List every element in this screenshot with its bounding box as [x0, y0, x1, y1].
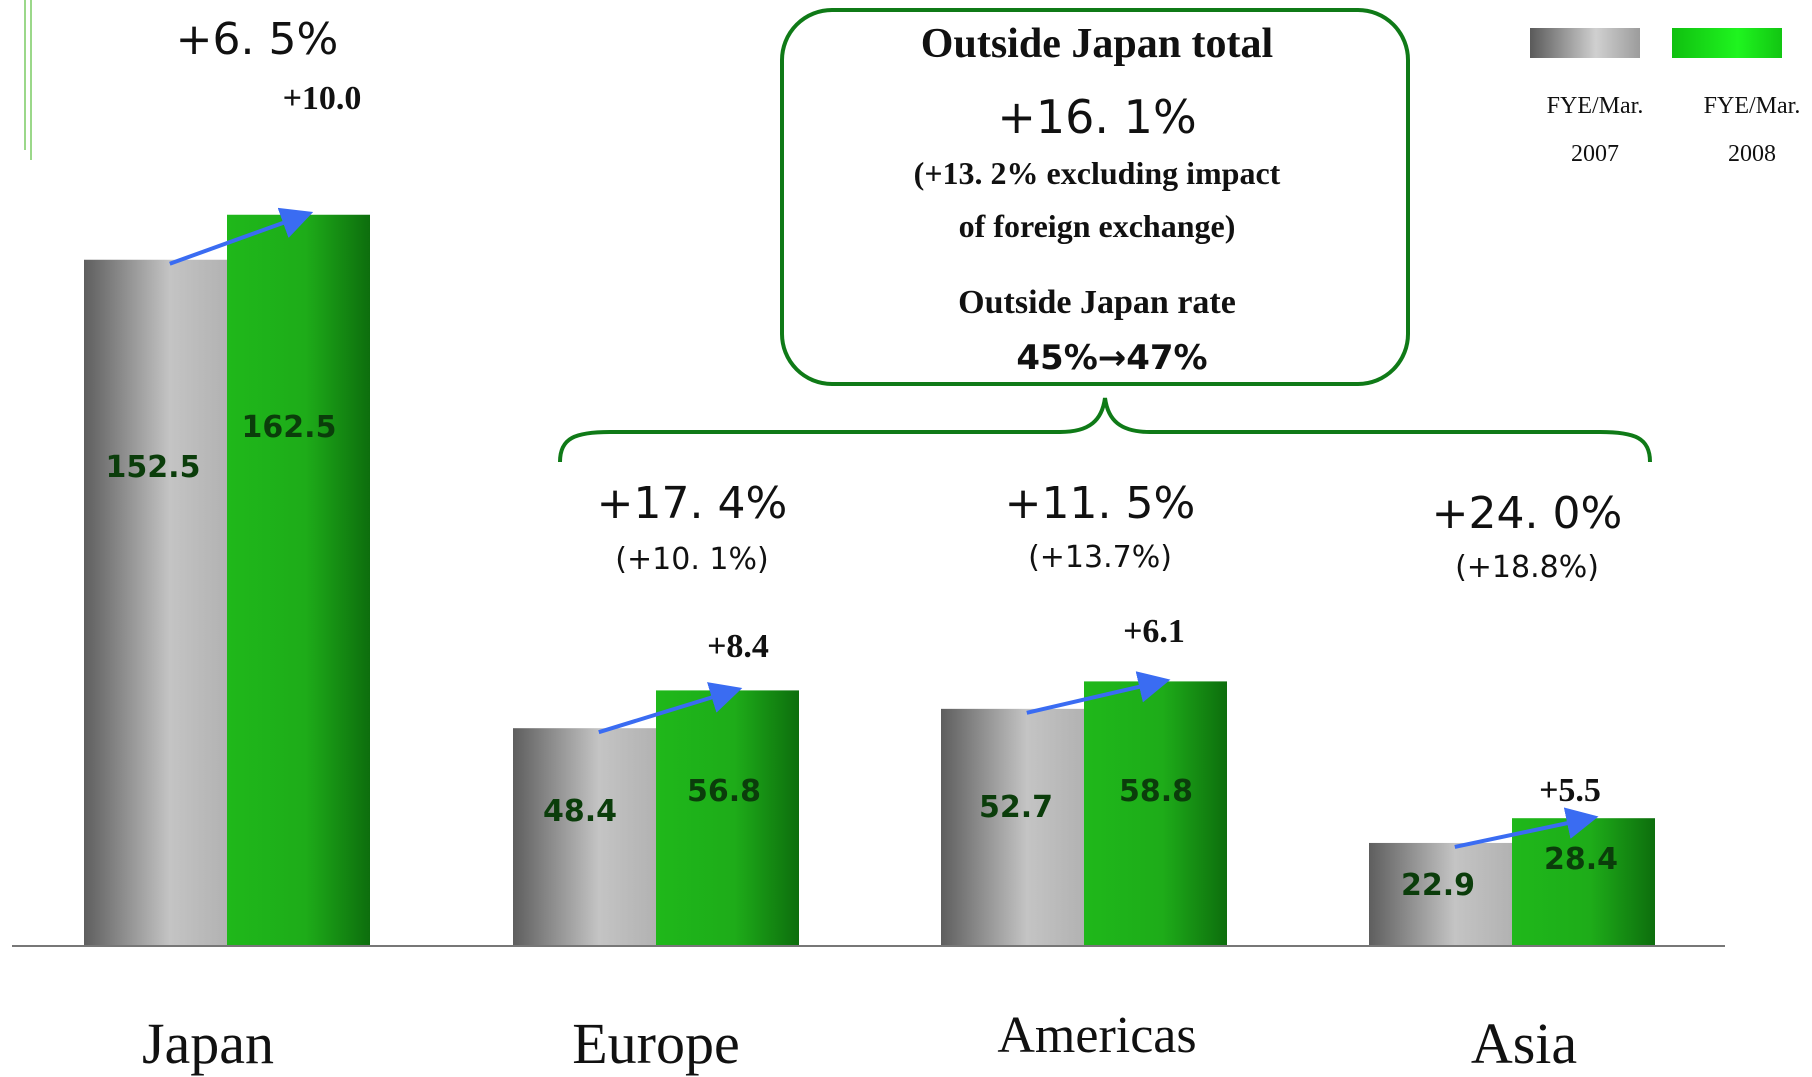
legend-label-2008-line2: 2008: [1728, 141, 1776, 167]
growth-excl-fx-americas: (+13.7%): [1028, 540, 1172, 575]
growth-rate-japan: +6. 5%: [175, 14, 339, 65]
category-label-asia: Asia: [1470, 1011, 1578, 1076]
legend-swatch-2008: [1672, 28, 1782, 58]
value-label-japan-2008: 162.5: [241, 410, 337, 445]
legend-label-2007-line1: FYE/Mar.: [1546, 93, 1644, 119]
decorative-accent-line: [24, 0, 26, 150]
increase-arrow-americas: [1026, 671, 1171, 715]
decorative-accent-line: [30, 0, 32, 160]
growth-rate-americas: +11. 5%: [1004, 478, 1196, 529]
bar-asia-2007: [1369, 842, 1512, 946]
callout-title: Outside Japan total: [920, 21, 1274, 67]
growth-excl-fx-asia: (+18.8%): [1455, 550, 1599, 585]
increase-arrow-europe: [598, 682, 743, 735]
bar-japan-2007: [84, 259, 227, 946]
increase-arrow-asia: [1454, 807, 1599, 849]
increase-arrow-japan: [169, 207, 314, 266]
difference-label-asia: +5.5: [1539, 772, 1601, 809]
callout-excl-line1: (+13. 2% excluding impact: [913, 155, 1281, 191]
bar-europe-2008: [656, 690, 799, 946]
growth-excl-fx-europe: (+10. 1%): [615, 542, 769, 577]
callout-rate-label: Outside Japan rate: [958, 284, 1236, 321]
outside-japan-callout: [780, 8, 1410, 386]
bar-americas-2008: [1084, 681, 1227, 946]
bar-japan-2008: [227, 214, 370, 946]
category-label-europe: Europe: [572, 1011, 740, 1076]
value-label-americas-2007: 52.7: [978, 790, 1054, 825]
outside-japan-brace: [558, 397, 1652, 463]
growth-rate-europe: +17. 4%: [596, 478, 788, 529]
category-label-americas: Americas: [997, 1007, 1197, 1064]
callout-excl-line2: of foreign exchange): [958, 208, 1236, 244]
value-label-europe-2008: 56.8: [686, 774, 762, 809]
legend-label-2007-line2: 2007: [1571, 141, 1619, 167]
bar-americas-2007: [941, 708, 1084, 946]
callout-growth: +16. 1%: [997, 90, 1197, 144]
category-label-japan: Japan: [141, 1011, 275, 1076]
callout-rate-value: 45%→47%: [1016, 338, 1208, 378]
value-label-japan-2007: 152.5: [105, 450, 201, 485]
bar-asia-2008: [1512, 818, 1655, 946]
value-label-asia-2008: 28.4: [1543, 842, 1619, 877]
bar-europe-2007: [513, 728, 656, 946]
value-label-asia-2007: 22.9: [1400, 868, 1476, 903]
growth-rate-asia: +24. 0%: [1431, 488, 1623, 539]
difference-label-americas: +6.1: [1123, 613, 1185, 650]
value-label-europe-2007: 48.4: [542, 794, 618, 829]
legend-label-2008-line1: FYE/Mar.: [1703, 93, 1801, 119]
legend-swatch-2007: [1530, 28, 1640, 58]
value-label-americas-2008: 58.8: [1118, 774, 1194, 809]
difference-label-japan: +10.0: [282, 80, 362, 117]
difference-label-europe: +8.4: [707, 628, 769, 665]
